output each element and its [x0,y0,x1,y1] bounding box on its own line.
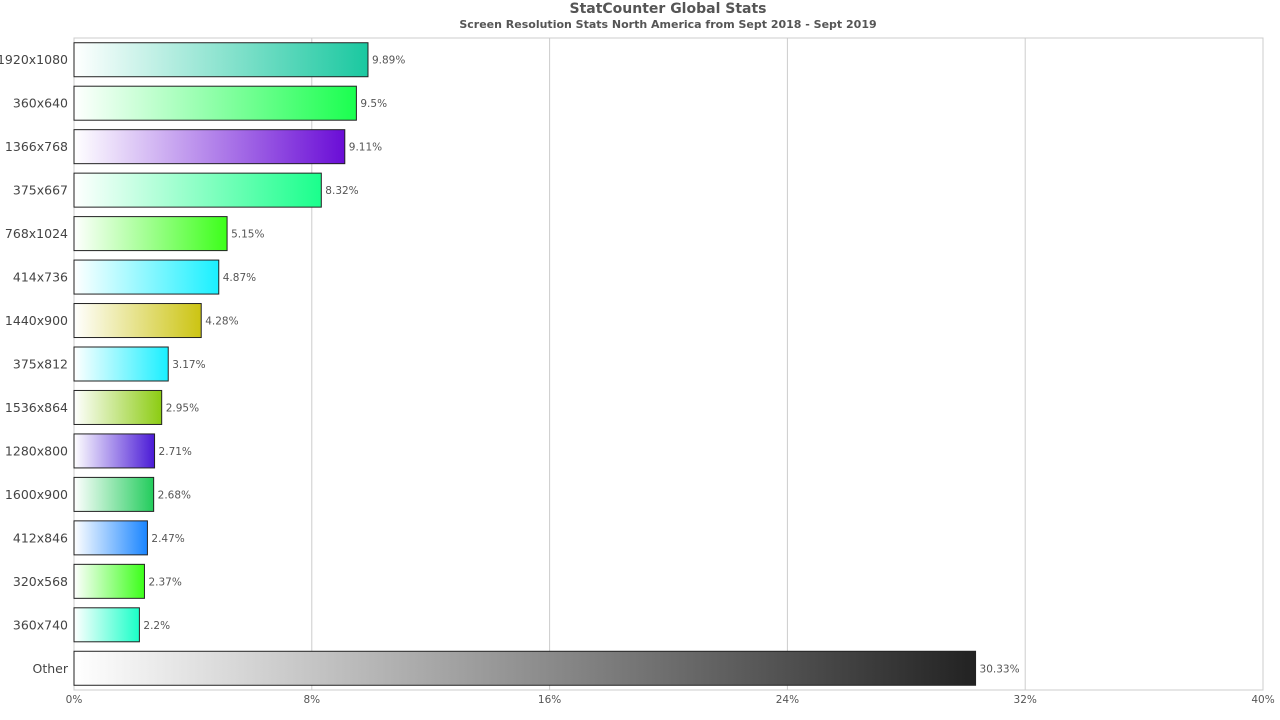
data-label: 2.2% [143,620,170,632]
bar [73,476,155,512]
category-label: 1920x1080 [0,52,68,67]
category-label: 375x812 [13,357,68,372]
data-label: 5.15% [231,229,264,241]
data-label: 3.17% [172,359,205,371]
x-tick-label: 16% [538,694,561,706]
bar [73,216,228,252]
bar [73,85,357,121]
data-label: 9.5% [360,98,387,110]
category-label: 1366x768 [5,139,68,154]
data-label: 8.32% [325,185,358,197]
category-label: 320x568 [13,574,68,589]
chart-title: StatCounter Global Stats [569,1,767,17]
x-tick-label: 8% [303,694,320,706]
bar [73,389,163,425]
data-label: 2.47% [151,533,184,545]
category-label: 1440x900 [5,313,68,328]
data-label: 2.68% [158,489,191,501]
data-label: 4.28% [205,316,238,328]
x-tick-label: 40% [1251,694,1274,706]
x-tick-label: 0% [66,694,83,706]
category-label: 768x1024 [5,226,68,241]
bar [73,346,169,382]
data-label: 2.71% [159,446,192,458]
bar [73,433,156,469]
bar [73,129,346,165]
category-label: 375x667 [13,183,68,198]
x-tick-label: 24% [776,694,799,706]
data-label: 2.37% [148,576,181,588]
bar [73,172,322,208]
category-label: 1536x864 [5,400,68,415]
category-label: 1280x800 [5,443,68,458]
category-label: 1600x900 [5,487,68,502]
data-label: 9.89% [372,55,405,67]
category-label: Other [33,661,69,676]
data-label: 9.11% [349,142,382,154]
chart-subtitle: Screen Resolution Stats North America fr… [459,18,877,31]
bar [73,259,220,295]
category-label: 360x640 [13,96,68,111]
bar [73,520,148,556]
data-label: 2.95% [166,402,199,414]
bar [73,563,145,599]
category-label: 360x740 [13,617,68,632]
bar [73,303,202,339]
bar [73,650,977,686]
category-label: 414x736 [13,270,68,285]
data-label: 4.87% [223,272,256,284]
bar [73,607,140,643]
category-label: 412x846 [13,530,68,545]
data-label: 30.33% [980,663,1020,675]
bar [73,42,369,78]
x-tick-label: 32% [1014,694,1037,706]
